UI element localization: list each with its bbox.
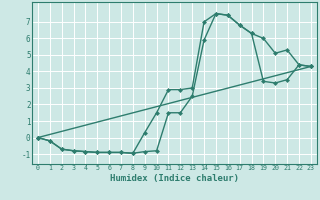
X-axis label: Humidex (Indice chaleur): Humidex (Indice chaleur)	[110, 174, 239, 183]
